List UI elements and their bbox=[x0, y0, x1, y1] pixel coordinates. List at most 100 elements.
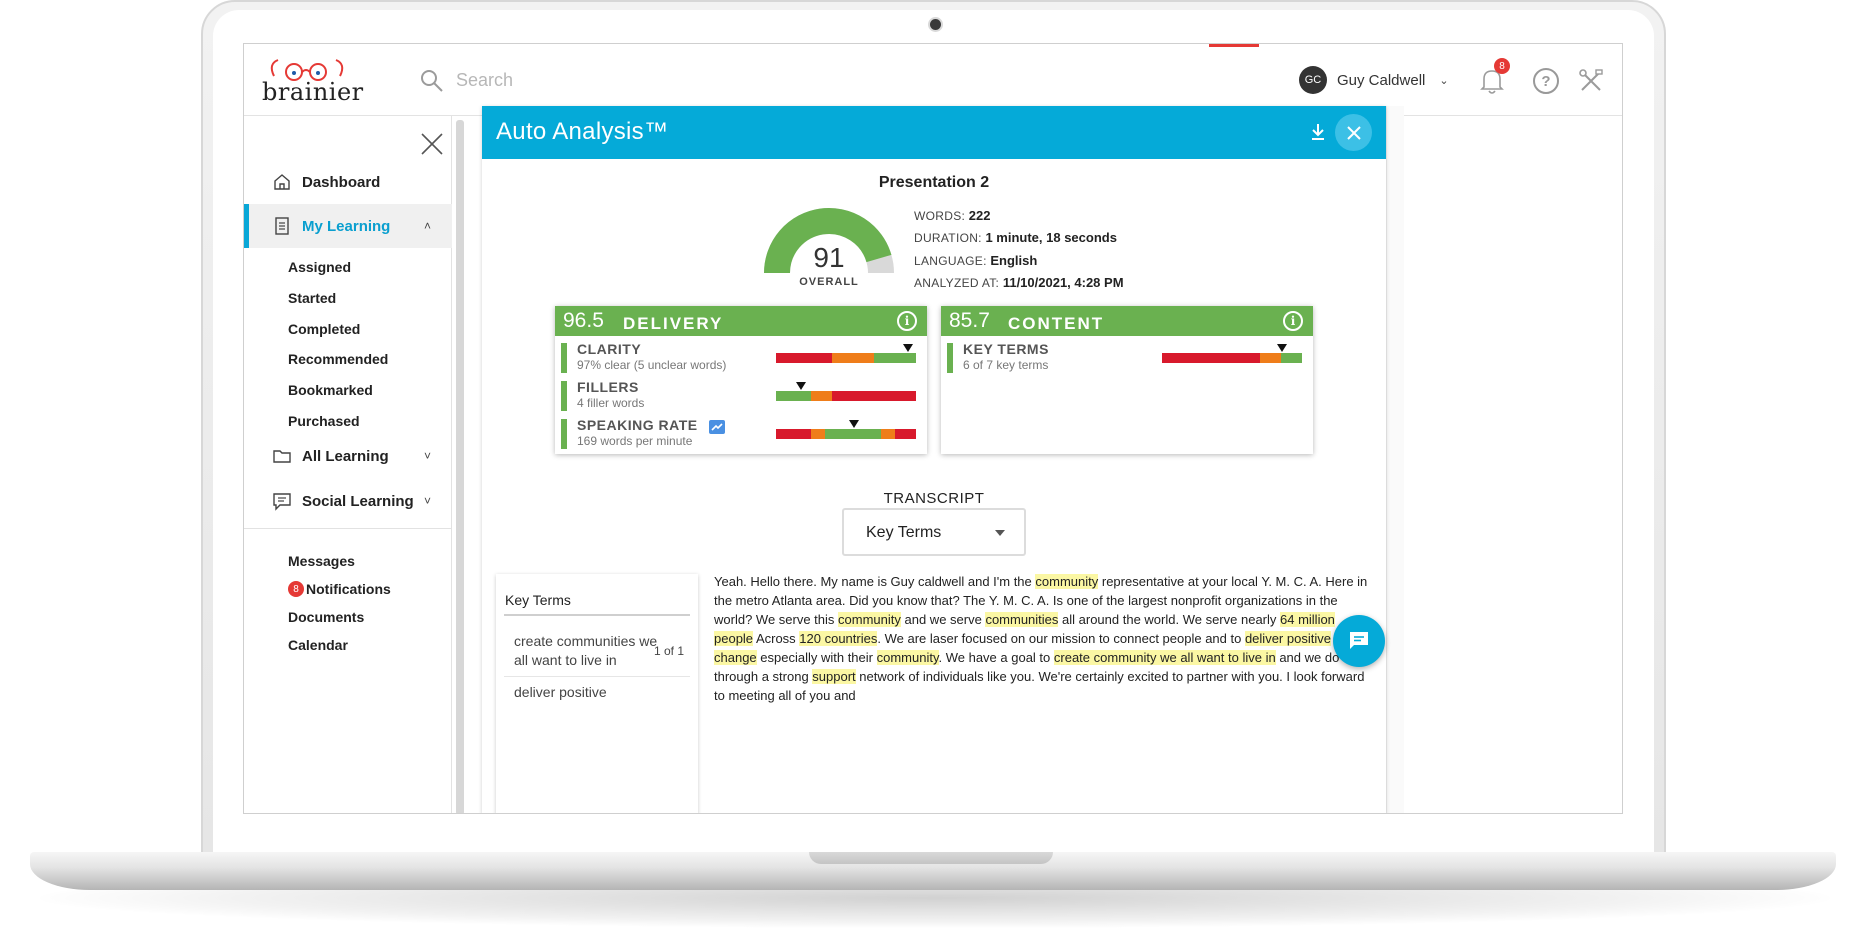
sidebar-item-calendar[interactable]: Calendar bbox=[288, 637, 348, 653]
search-icon[interactable] bbox=[419, 68, 445, 94]
modal-header: Auto Analysis™ bbox=[482, 106, 1386, 159]
transcript-segment: Across bbox=[753, 631, 800, 646]
home-icon bbox=[274, 174, 290, 190]
metric-speaking-rate: SPEAKING RATE 169 words per minute bbox=[561, 417, 916, 451]
sidebar-subitem-assigned[interactable]: Assigned bbox=[288, 259, 352, 275]
close-icon[interactable] bbox=[420, 132, 444, 156]
bar-segment bbox=[776, 391, 811, 401]
trend-icon[interactable] bbox=[709, 420, 725, 434]
metric-bar bbox=[776, 344, 916, 363]
score-marker bbox=[902, 344, 913, 352]
key-term-item[interactable]: deliver positive bbox=[514, 684, 607, 700]
sidebar-subitem-started[interactable]: Started bbox=[288, 290, 337, 306]
transcript-segment: . We have a goal to bbox=[938, 650, 1054, 665]
sidebar-subitem-bookmarked[interactable]: Bookmarked bbox=[288, 382, 373, 398]
meta-duration: DURATION: 1 minute, 18 seconds bbox=[914, 230, 1117, 245]
meta-language: LANGUAGE: English bbox=[914, 253, 1038, 268]
presentation-title: Presentation 2 bbox=[878, 174, 990, 191]
tools-icon[interactable] bbox=[1578, 68, 1604, 94]
highlighted-term: support bbox=[812, 669, 856, 684]
transcript-segment: representative at your local Y. M. C. A.… bbox=[714, 574, 1368, 627]
bar-segment bbox=[811, 429, 825, 439]
metric-fillers: FILLERS 4 filler words bbox=[561, 379, 916, 413]
highlighted-term: 120 countries bbox=[799, 631, 878, 646]
sidebar-scrollbar[interactable] bbox=[456, 120, 464, 813]
chat-icon bbox=[273, 493, 291, 511]
sidebar-item-label: All Learning bbox=[302, 447, 389, 465]
modal-title: Auto Analysis™ bbox=[496, 118, 669, 145]
metric-bar bbox=[1162, 344, 1302, 363]
sidebar-item-my-learning[interactable]: My Learning ˄ bbox=[244, 204, 452, 248]
sidebar-item-social-learning[interactable]: Social Learning ˅ bbox=[244, 479, 452, 523]
transcript-text: Yeah. Hello there. My name is Guy caldwe… bbox=[714, 572, 1370, 705]
brand-logo[interactable]: brainier bbox=[262, 56, 372, 108]
key-term-item[interactable]: create communities we all want to live i… bbox=[514, 633, 658, 668]
transcript-segment: and we serve bbox=[900, 612, 986, 627]
user-name: Guy Caldwell bbox=[1337, 71, 1426, 89]
key-terms-separator bbox=[504, 676, 690, 677]
sidebar-item-documents[interactable]: Documents bbox=[288, 609, 365, 625]
overall-gauge bbox=[764, 208, 894, 274]
overall-score: 91 bbox=[813, 242, 845, 273]
delivery-score: 96.5 bbox=[563, 309, 604, 332]
search-input[interactable] bbox=[454, 62, 754, 98]
highlighted-term: communities bbox=[985, 612, 1059, 627]
metric-stripe bbox=[561, 381, 567, 411]
main-scrollbar[interactable] bbox=[1386, 106, 1404, 813]
app-screen: brainier GC Guy Caldwell ⌄ 8 ? bbox=[243, 43, 1623, 814]
score-marker bbox=[849, 420, 860, 428]
score-marker bbox=[796, 382, 807, 390]
close-modal-button[interactable] bbox=[1335, 114, 1372, 151]
metric-name: FILLERS bbox=[577, 379, 639, 395]
help-icon[interactable]: ? bbox=[1533, 68, 1559, 94]
sidebar-item-notifications[interactable]: Notifications bbox=[306, 581, 391, 597]
metric-name: SPEAKING RATE bbox=[577, 417, 698, 433]
top-accent-line bbox=[1209, 44, 1259, 47]
sidebar-subitem-completed[interactable]: Completed bbox=[288, 321, 361, 337]
metric-stripe bbox=[561, 343, 567, 373]
chevron-up-icon: ˄ bbox=[424, 219, 432, 233]
sidebar-subitem-purchased[interactable]: Purchased bbox=[288, 413, 360, 429]
metric-subtext: 97% clear (5 unclear words) bbox=[577, 358, 727, 372]
sidebar-item-label: Dashboard bbox=[302, 173, 381, 191]
metric-subtext: 6 of 7 key terms bbox=[963, 358, 1049, 372]
key-term-count: 1 of 1 bbox=[654, 644, 685, 658]
overall-label: OVERALL bbox=[799, 276, 859, 288]
bar-segment bbox=[1260, 353, 1281, 363]
content-label: CONTENT bbox=[1008, 314, 1105, 333]
delivery-card: 96.5 DELIVERY i CLARITY 97% clear (5 unc… bbox=[555, 306, 927, 454]
key-terms-underline bbox=[504, 614, 690, 616]
highlighted-term: community bbox=[876, 650, 939, 665]
bell-icon[interactable] bbox=[1479, 66, 1505, 96]
metric-name: CLARITY bbox=[577, 341, 642, 357]
sidebar: Dashboard My Learning ˄ Assigned Started… bbox=[244, 116, 452, 813]
bar-segment bbox=[1162, 353, 1260, 363]
document-icon bbox=[275, 217, 289, 235]
score-marker bbox=[1277, 344, 1288, 352]
bar-segment bbox=[811, 391, 832, 401]
chat-button[interactable] bbox=[1333, 615, 1385, 667]
sidebar-subitem-recommended[interactable]: Recommended bbox=[288, 351, 389, 367]
transcript-title: TRANSCRIPT bbox=[883, 490, 985, 507]
folder-icon bbox=[273, 450, 291, 463]
bar-segment bbox=[874, 353, 916, 363]
download-icon[interactable] bbox=[1310, 123, 1326, 141]
avatar: GC bbox=[1299, 66, 1327, 94]
metric-subtext: 4 filler words bbox=[577, 396, 645, 410]
content-card-header: 85.7 CONTENT i bbox=[941, 306, 1313, 336]
highlighted-term: community bbox=[838, 612, 901, 627]
transcript-segment: network of individuals like you. We're c… bbox=[714, 669, 1365, 703]
transcript-filter-dropdown[interactable]: Key Terms bbox=[842, 508, 1026, 556]
brand-name: brainier bbox=[262, 78, 364, 106]
info-icon[interactable]: i bbox=[897, 311, 917, 331]
bar-segment bbox=[1281, 353, 1302, 363]
sidebar-item-all-learning[interactable]: All Learning ˅ bbox=[244, 434, 452, 478]
info-icon[interactable]: i bbox=[1283, 311, 1303, 331]
key-terms-panel: Key Terms create communities we all want… bbox=[496, 574, 698, 813]
metric-subtext: 169 words per minute bbox=[577, 434, 693, 448]
user-menu[interactable]: GC Guy Caldwell ⌄ bbox=[1299, 64, 1449, 96]
bar-segment bbox=[832, 353, 874, 363]
bar-segment bbox=[881, 429, 895, 439]
sidebar-item-dashboard[interactable]: Dashboard bbox=[244, 160, 452, 204]
sidebar-item-messages[interactable]: Messages bbox=[288, 553, 355, 569]
